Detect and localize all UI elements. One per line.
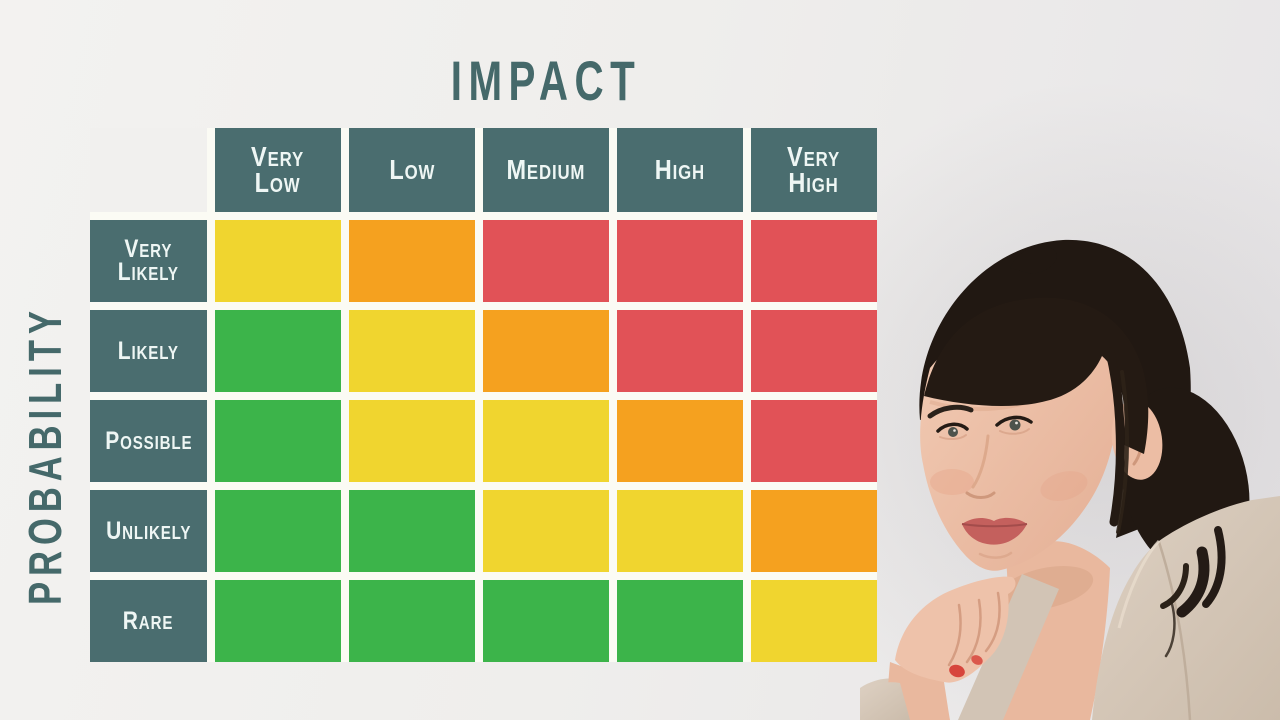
matrix-corner-spacer (90, 128, 207, 212)
column-header-low: Low (349, 128, 475, 212)
row-header-very-likely-label: Very Likely (117, 235, 180, 286)
row-header-likely-label: Likely (117, 336, 180, 365)
risk-cell-possible-low-yellow (349, 400, 475, 482)
risk-cell-very-likely-very-low-yellow (215, 220, 341, 302)
risk-cell-rare-very-low-green (215, 580, 341, 662)
risk-matrix-grid: Very Low Low Medium High Very High Very Likel… (90, 128, 877, 662)
row-header-unlikely-label: Unlikely (105, 516, 192, 545)
risk-cell-unlikely-very-high-orange (751, 490, 877, 572)
risk-cell-likely-high-red (617, 310, 743, 392)
column-header-high: High (617, 128, 743, 212)
column-header-very-low: Very Low (215, 128, 341, 212)
risk-cell-unlikely-high-yellow (617, 490, 743, 572)
risk-cell-very-likely-very-high-red (751, 220, 877, 302)
column-header-medium: Medium (483, 128, 609, 212)
portrait-hair-bun-tips (1160, 526, 1226, 658)
risk-cell-very-likely-low-orange (349, 220, 475, 302)
row-header-very-likely: Very Likely (90, 220, 207, 302)
risk-cell-unlikely-medium-yellow (483, 490, 609, 572)
row-header-unlikely: Unlikely (90, 490, 207, 572)
portrait-hair-front (924, 297, 1149, 534)
risk-cell-rare-low-green (349, 580, 475, 662)
risk-cell-likely-very-low-green (215, 310, 341, 392)
column-header-very-high: Very High (751, 128, 877, 212)
risk-cell-rare-very-high-yellow (751, 580, 877, 662)
row-header-rare: Rare (90, 580, 207, 662)
risk-cell-rare-medium-green (483, 580, 609, 662)
risk-cell-unlikely-low-green (349, 490, 475, 572)
risk-cell-likely-medium-orange (483, 310, 609, 392)
risk-cell-unlikely-very-low-green (215, 490, 341, 572)
risk-cell-possible-high-orange (617, 400, 743, 482)
column-header-high-label: High (654, 154, 706, 186)
risk-cell-likely-low-yellow (349, 310, 475, 392)
row-header-rare-label: Rare (123, 606, 174, 635)
risk-cell-possible-medium-yellow (483, 400, 609, 482)
row-header-likely: Likely (90, 310, 207, 392)
column-header-low-label: Low (389, 154, 435, 186)
risk-cell-rare-high-green (617, 580, 743, 662)
row-header-possible: Possible (90, 400, 207, 482)
woman-portrait (860, 239, 1280, 720)
risk-cell-very-likely-medium-red (483, 220, 609, 302)
impact-axis-title: IMPACT (450, 49, 642, 112)
risk-cell-very-likely-high-red (617, 220, 743, 302)
row-header-possible-label: Possible (104, 426, 193, 455)
portrait-hand (860, 576, 1016, 720)
column-header-medium-label: Medium (506, 154, 586, 186)
column-header-very-low-label: Very Low (251, 141, 305, 198)
column-header-very-high-label: Very High (787, 141, 841, 198)
probability-axis-title: PROBABILITY (19, 305, 71, 605)
risk-cell-possible-very-high-red (751, 400, 877, 482)
risk-cell-likely-very-high-red (751, 310, 877, 392)
risk-cell-possible-very-low-green (215, 400, 341, 482)
